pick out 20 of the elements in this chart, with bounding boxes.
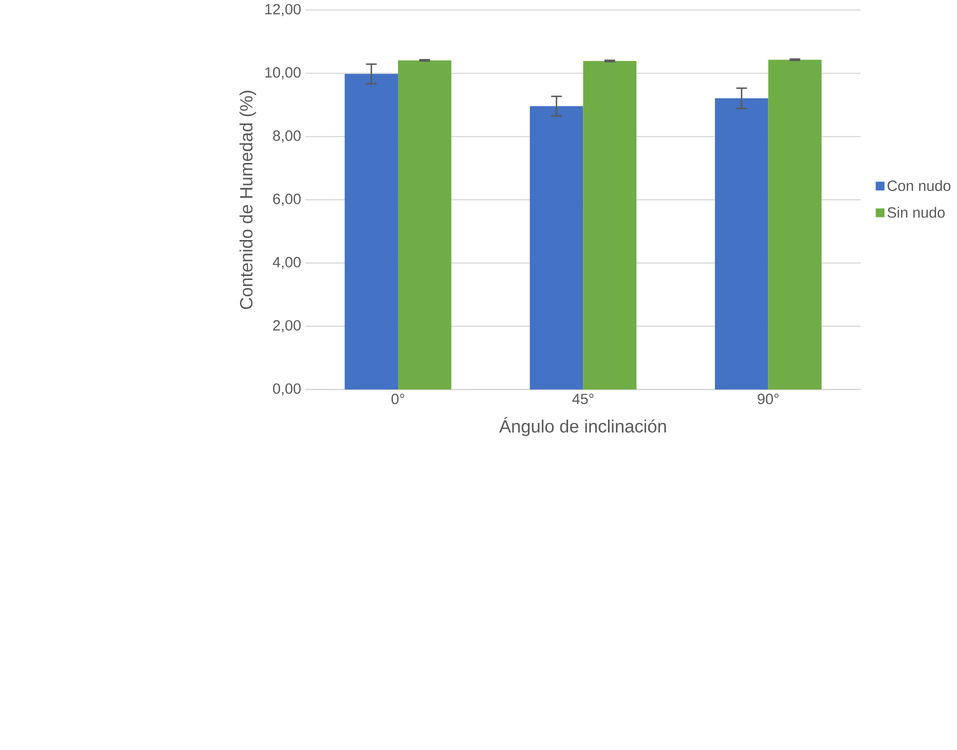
bar	[768, 60, 822, 390]
y-tick-label: 4,00	[272, 256, 301, 270]
y-tick-label: 0,00	[273, 383, 301, 396]
x-axis-title: Ángulo de inclinación	[499, 417, 666, 436]
y-tick-label: 6,00	[273, 194, 301, 206]
x-tick-label: 0°	[392, 394, 404, 404]
x-tick-label: 90°	[758, 394, 779, 404]
bar	[344, 74, 398, 390]
bar	[583, 60, 636, 390]
y-tick-label: 2,00	[273, 320, 301, 332]
bar	[530, 106, 584, 390]
bar	[398, 60, 452, 390]
legend-label: Sin nudo	[888, 206, 945, 218]
legend-label: Con nudo	[888, 180, 950, 192]
bar	[714, 98, 768, 390]
y-tick-label: 8,00	[273, 130, 301, 143]
y-tick-label: 12,00	[265, 4, 301, 16]
y-tick-label: 10,00	[265, 67, 301, 80]
x-tick-label: 45°	[572, 394, 594, 404]
y-axis-title: Contenido de Humedad (%)	[240, 90, 256, 310]
